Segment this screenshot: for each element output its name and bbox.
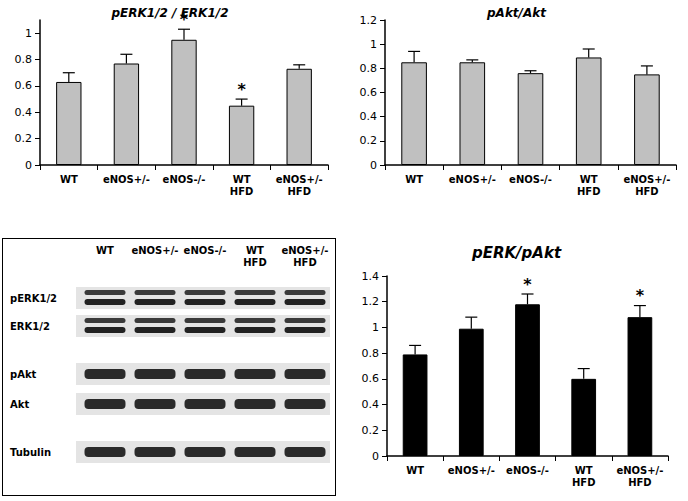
- svg-text:0: 0: [370, 159, 377, 172]
- svg-text:eNOS+/-: eNOS+/-: [131, 245, 178, 256]
- svg-text:HFD: HFD: [635, 186, 659, 197]
- svg-text:eNOS+/-HFD: eNOS+/-HFD: [281, 245, 328, 268]
- svg-text:0.2: 0.2: [15, 132, 33, 145]
- svg-text:pERK1/2: pERK1/2: [10, 293, 57, 304]
- svg-text:pAkt: pAkt: [10, 369, 37, 380]
- svg-text:eNOS-/-: eNOS-/-: [184, 245, 227, 256]
- svg-text:HFD: HFD: [577, 186, 601, 197]
- svg-text:*: *: [237, 80, 246, 99]
- svg-text:0.6: 0.6: [15, 79, 33, 92]
- svg-text:Akt: Akt: [10, 399, 29, 410]
- svg-text:pERK/pAkt: pERK/pAkt: [471, 244, 562, 262]
- svg-text:WT: WT: [96, 245, 114, 256]
- svg-text:eNOS+/-: eNOS+/-: [103, 174, 150, 185]
- svg-text:0.4: 0.4: [362, 398, 380, 411]
- svg-text:0.8: 0.8: [15, 53, 33, 66]
- svg-text:WTHFD: WTHFD: [243, 245, 267, 268]
- svg-text:eNOS-/-: eNOS-/-: [509, 174, 552, 185]
- svg-text:*: *: [180, 10, 189, 29]
- svg-text:0.6: 0.6: [362, 372, 380, 385]
- svg-text:0.8: 0.8: [360, 62, 378, 75]
- svg-text:eNOS-/-: eNOS-/-: [163, 174, 206, 185]
- svg-text:eNOS+/-: eNOS+/-: [616, 465, 663, 476]
- svg-text:0.4: 0.4: [360, 110, 378, 123]
- svg-text:HFD: HFD: [230, 186, 254, 197]
- svg-text:0.2: 0.2: [360, 134, 378, 147]
- svg-text:WT: WT: [580, 174, 598, 185]
- svg-text:0: 0: [372, 450, 379, 463]
- svg-text:HFD: HFD: [572, 477, 596, 488]
- svg-text:1: 1: [25, 27, 32, 40]
- svg-text:WT: WT: [60, 174, 78, 185]
- svg-text:0.6: 0.6: [360, 86, 378, 99]
- svg-text:eNOS+/-: eNOS+/-: [449, 174, 496, 185]
- svg-text:0: 0: [25, 159, 32, 172]
- svg-text:1.4: 1.4: [362, 270, 380, 283]
- svg-text:HFD: HFD: [628, 477, 652, 488]
- svg-text:1: 1: [370, 38, 377, 51]
- svg-text:WT: WT: [575, 465, 593, 476]
- svg-text:0.8: 0.8: [362, 347, 380, 360]
- svg-text:*: *: [636, 286, 645, 305]
- svg-text:1.2: 1.2: [360, 14, 378, 27]
- svg-text:ERK1/2: ERK1/2: [10, 321, 50, 332]
- svg-text:WT: WT: [406, 465, 424, 476]
- svg-text:1: 1: [372, 321, 379, 334]
- svg-text:WT: WT: [405, 174, 423, 185]
- svg-text:Tubulin: Tubulin: [10, 447, 51, 458]
- svg-text:eNOS-/-: eNOS-/-: [506, 465, 549, 476]
- svg-text:eNOS+/-: eNOS+/-: [276, 174, 323, 185]
- svg-text:pERK1/2 / ERK1/2: pERK1/2 / ERK1/2: [111, 6, 229, 20]
- svg-text:1.2: 1.2: [362, 295, 380, 308]
- svg-text:WT: WT: [233, 174, 251, 185]
- svg-text:0.4: 0.4: [15, 106, 33, 119]
- svg-text:*: *: [523, 275, 532, 294]
- svg-text:pAkt/Akt: pAkt/Akt: [486, 6, 547, 20]
- svg-text:0.2: 0.2: [362, 424, 380, 437]
- svg-text:eNOS+/-: eNOS+/-: [448, 465, 495, 476]
- svg-text:eNOS+/-: eNOS+/-: [623, 174, 670, 185]
- svg-text:HFD: HFD: [287, 186, 311, 197]
